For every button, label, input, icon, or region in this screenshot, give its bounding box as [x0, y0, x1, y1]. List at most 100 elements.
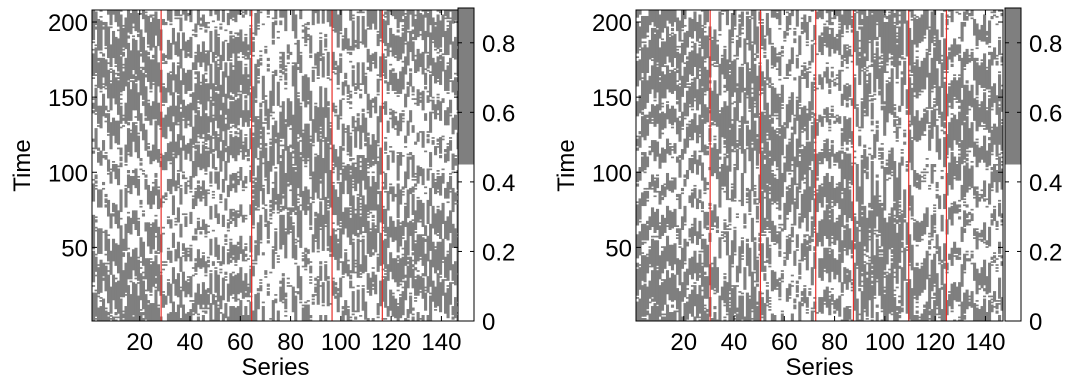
- heatmap-cell: [331, 29, 335, 32]
- heatmap-cell: [376, 93, 380, 96]
- heatmap-cell: [394, 193, 398, 198]
- heatmap-cell: [893, 223, 897, 269]
- heatmap-cell: [915, 306, 919, 308]
- heatmap-cell: [131, 316, 136, 321]
- heatmap-cell: [241, 249, 245, 262]
- heatmap-cell: [675, 237, 680, 239]
- heatmap-cell: [144, 222, 148, 232]
- heatmap-cell: [823, 140, 827, 142]
- heatmap-cell: [314, 53, 318, 66]
- heatmap-cell: [773, 47, 777, 68]
- heatmap-cell: [241, 144, 245, 160]
- heatmap-cell: [139, 312, 143, 321]
- heatmap-cell: [995, 57, 999, 60]
- heatmap-cell: [840, 319, 844, 321]
- heatmap-cell: [760, 297, 764, 316]
- heatmap-cell: [309, 261, 313, 263]
- heatmap-cell: [299, 152, 303, 156]
- heatmap-cell: [675, 80, 680, 82]
- heatmap-cell: [770, 83, 774, 85]
- heatmap-cell: [146, 300, 151, 304]
- heatmap-cell: [925, 110, 929, 124]
- heatmap-cell: [823, 270, 827, 272]
- heatmap-cell: [653, 10, 657, 27]
- heatmap-cell: [286, 211, 290, 235]
- heatmap-cell: [301, 265, 305, 268]
- heatmap-cell: [870, 98, 874, 102]
- heatmap-cell: [975, 141, 979, 144]
- heatmap-cell: [963, 51, 967, 68]
- heatmap-cell: [246, 258, 250, 260]
- heatmap-cell: [738, 18, 742, 23]
- heatmap-cell: [880, 10, 884, 54]
- heatmap-cell: [978, 196, 982, 202]
- heatmap-cell: [935, 189, 939, 192]
- heatmap-cell: [740, 63, 744, 66]
- heatmap-cell: [745, 120, 749, 124]
- heatmap-cell: [121, 24, 126, 27]
- heatmap-cell: [833, 81, 837, 87]
- heatmap-cell: [171, 27, 175, 45]
- heatmap-cell: [660, 316, 665, 321]
- heatmap-cell: [773, 271, 777, 290]
- heatmap-cell: [905, 110, 909, 115]
- heatmap-cell: [780, 310, 784, 313]
- heatmap-cell: [389, 186, 393, 195]
- heatmap-cell: [893, 24, 897, 68]
- heatmap-cell: [810, 220, 814, 238]
- heatmap-cell: [426, 138, 430, 144]
- heatmap-cell: [329, 253, 333, 257]
- heatmap-cell: [311, 119, 315, 144]
- heatmap-cell: [294, 262, 298, 265]
- heatmap-cell: [868, 153, 872, 156]
- heatmap-cell: [351, 195, 355, 235]
- heatmap-cell: [201, 310, 205, 313]
- heatmap-cell: [99, 150, 103, 166]
- heatmap-cell: [975, 304, 979, 307]
- y-tick-label: 200: [48, 10, 88, 37]
- heatmap-cell: [291, 164, 295, 166]
- heatmap-cell: [958, 54, 962, 62]
- heatmap-cell: [136, 12, 141, 33]
- heatmap-cell: [404, 202, 408, 205]
- heatmap-cell: [985, 36, 989, 45]
- heatmap-cell: [653, 177, 657, 180]
- heatmap-cell: [780, 84, 784, 103]
- heatmap-cell: [765, 289, 769, 304]
- heatmap-cell: [154, 255, 158, 277]
- heatmap-cell: [755, 54, 759, 59]
- heatmap-cell: [164, 21, 168, 26]
- heatmap-cell: [416, 274, 420, 296]
- heatmap-cell: [414, 18, 418, 41]
- heatmap-cell: [885, 167, 889, 175]
- heatmap-cell: [311, 301, 315, 305]
- heatmap-cell: [723, 280, 727, 304]
- heatmap-cell: [314, 66, 318, 69]
- heatmap-cell: [221, 102, 225, 132]
- heatmap-cell: [858, 229, 862, 232]
- heatmap-cell: [636, 171, 640, 183]
- heatmap-cell: [414, 98, 418, 100]
- heatmap-cell: [449, 175, 453, 190]
- heatmap-cell: [950, 152, 954, 190]
- heatmap-cell: [176, 241, 180, 259]
- heatmap-cell: [793, 201, 797, 226]
- heatmap-cell: [164, 198, 168, 201]
- heatmap-cell: [166, 107, 170, 127]
- heatmap-cell: [945, 14, 949, 18]
- heatmap-cell: [720, 164, 724, 187]
- heatmap-cell: [101, 26, 106, 30]
- heatmap-cell: [229, 30, 233, 35]
- heatmap-cell: [231, 65, 235, 68]
- heatmap-cell: [636, 201, 640, 204]
- heatmap-cell: [1000, 122, 1003, 124]
- x-tick-label: 60: [771, 329, 798, 356]
- heatmap-cell: [655, 267, 660, 269]
- heatmap-cell: [648, 246, 652, 248]
- heatmap-cell: [126, 211, 131, 214]
- heatmap-cell: [134, 10, 138, 32]
- heatmap-cell: [136, 282, 141, 284]
- heatmap-cell: [718, 110, 722, 112]
- heatmap-cell: [748, 18, 752, 51]
- heatmap-cell: [788, 234, 792, 236]
